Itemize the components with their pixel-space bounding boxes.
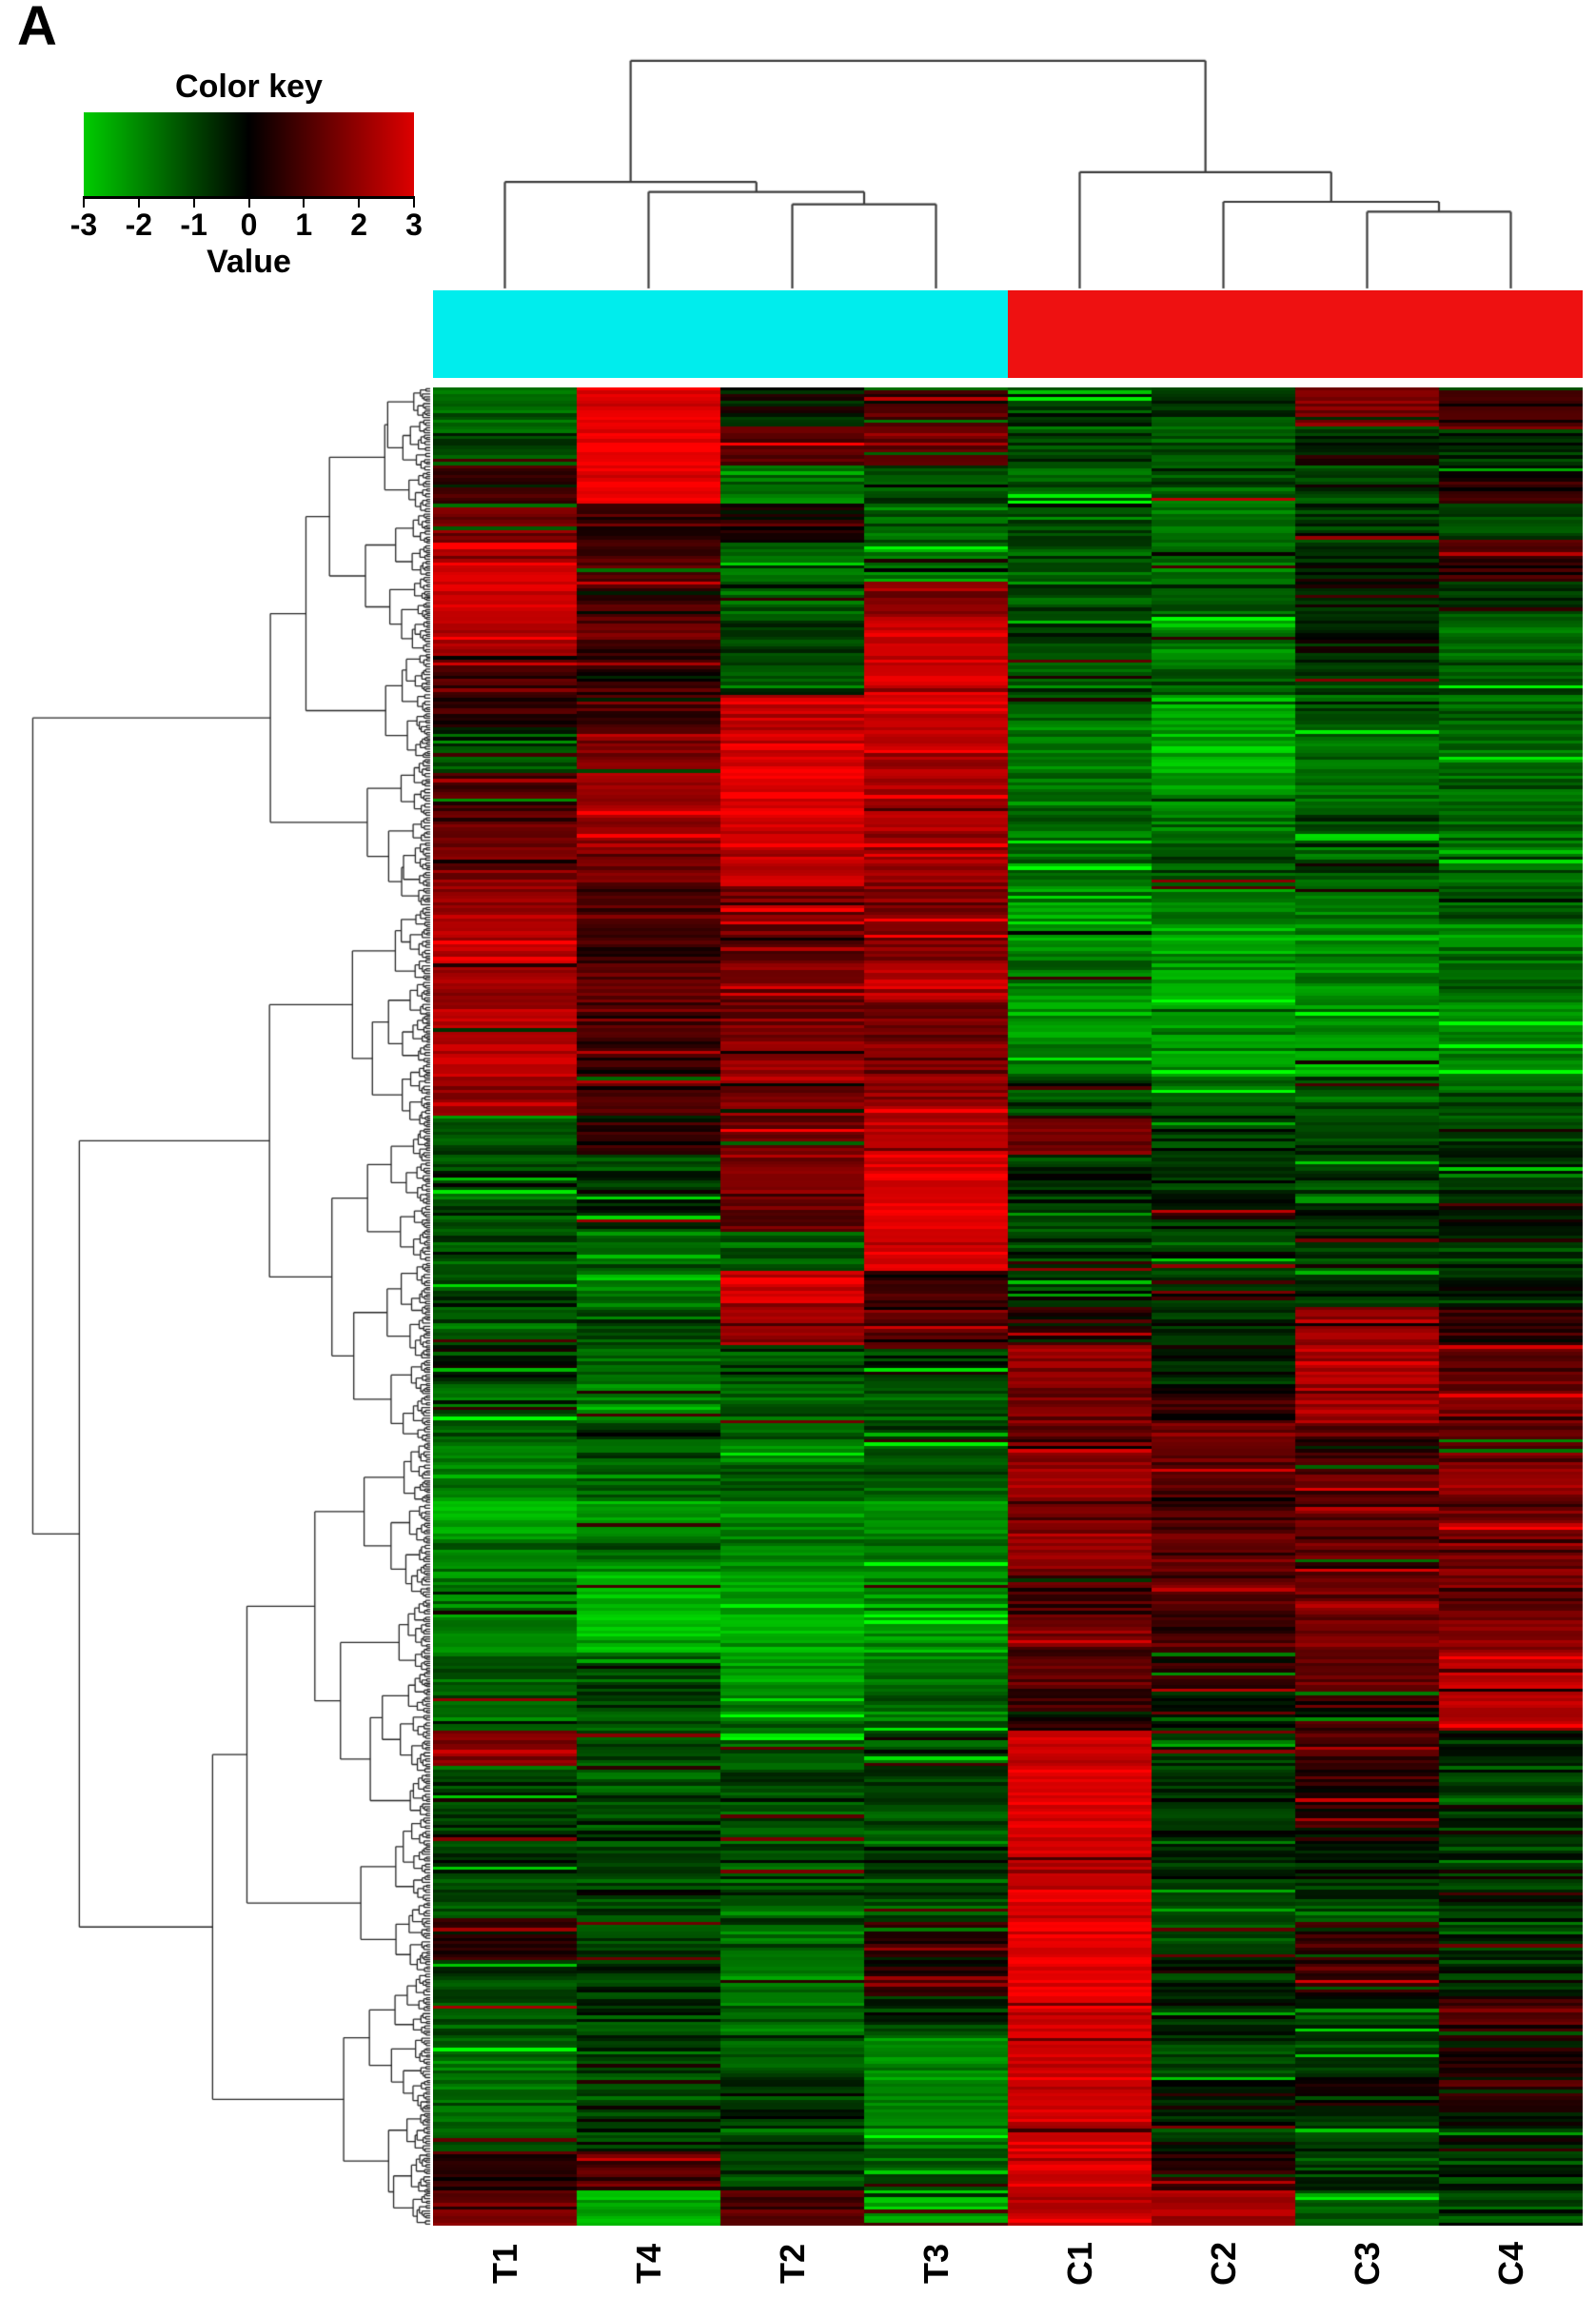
- color-key-tick-label: -2: [125, 208, 153, 242]
- color-key-tick: [83, 196, 85, 208]
- color-key-title: Color key: [175, 69, 323, 105]
- column-label-T3: T3: [916, 2243, 956, 2285]
- row-dendrogram: [4, 387, 432, 2226]
- color-key-tick: [192, 196, 195, 208]
- heatmap: [433, 387, 1583, 2226]
- column-label-C3: C3: [1347, 2241, 1387, 2287]
- color-key-tick-label: -1: [180, 208, 207, 242]
- color-key-tick-label: 2: [350, 208, 368, 242]
- color-key-tick: [358, 196, 361, 208]
- color-key-gradient: [84, 112, 414, 199]
- column-label-T1: T1: [484, 2243, 524, 2285]
- color-key-tick: [413, 196, 415, 208]
- column-label-C1: C1: [1059, 2241, 1099, 2287]
- color-key-tick-label: -3: [69, 208, 98, 242]
- group-bar-tumor-group: [433, 290, 1008, 378]
- color-key-tick-label: 1: [295, 208, 313, 242]
- group-color-bar: [433, 290, 1583, 378]
- color-key-tick: [137, 196, 140, 208]
- column-label-C2: C2: [1203, 2241, 1243, 2287]
- column-label-T2: T2: [772, 2243, 812, 2285]
- column-dendrogram: [433, 38, 1583, 290]
- column-label-T4: T4: [628, 2243, 668, 2285]
- color-key-tick: [303, 196, 305, 208]
- column-label-C4: C4: [1490, 2241, 1530, 2287]
- panel-label: A: [17, 0, 57, 57]
- color-key-axis-label: Value: [207, 244, 291, 280]
- color-key-tick-label: 0: [240, 208, 258, 242]
- color-key-tick: [247, 196, 250, 208]
- color-key-tick-label: 3: [405, 208, 423, 242]
- group-bar-control-group: [1008, 290, 1583, 378]
